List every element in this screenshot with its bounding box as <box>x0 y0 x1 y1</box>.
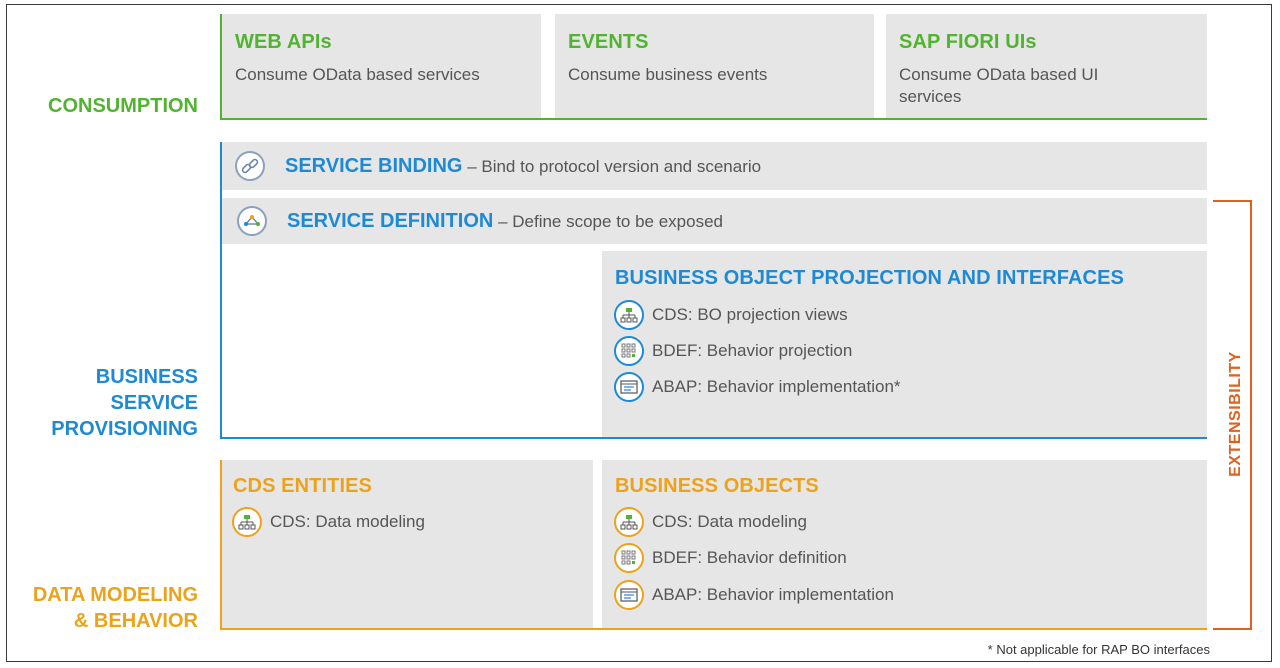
modeling-label-line1: DATA MODELING <box>32 584 198 606</box>
provisioning-label: BUSINESS SERVICE PROVISIONING <box>51 366 198 440</box>
sap-fiori-uis-box: SAP FIORI UIs Consume OData based UI ser… <box>886 14 1207 118</box>
cds-entities-title: CDS ENTITIES <box>233 475 372 497</box>
service-definition-title: SERVICE DEFINITION <box>287 209 494 232</box>
grid-icon <box>614 543 644 573</box>
bo-projection-item: ABAP: Behavior implementation* <box>614 372 901 402</box>
provisioning-bracket-vertical <box>220 142 222 439</box>
sap-fiori-uis-title: SAP FIORI UIs <box>899 31 1037 53</box>
business-objects-item-text: ABAP: Behavior implementation <box>652 585 894 604</box>
service-definition-desc: – Define scope to be exposed <box>498 211 723 231</box>
tree-icon <box>237 206 267 236</box>
modeling-label-line2: & BEHAVIOR <box>73 610 198 632</box>
business-objects-item: CDS: Data modeling <box>614 507 807 537</box>
bo-projection-item: CDS: BO projection views <box>614 300 848 330</box>
web-apis-box: WEB APIs Consume OData based services <box>222 14 541 118</box>
code-window-icon <box>614 580 644 610</box>
consumption-bracket-vertical <box>220 14 222 120</box>
extensibility-bracket-bottom <box>1213 628 1252 630</box>
business-objects-box: BUSINESS OBJECTS CDS: Data modeling BDEF… <box>602 460 1207 628</box>
service-definition-box: SERVICE DEFINITION – Define scope to be … <box>222 198 1207 244</box>
bo-projection-title: BUSINESS OBJECT PROJECTION AND INTERFACE… <box>615 267 1124 289</box>
service-binding-desc: – Bind to protocol version and scenario <box>467 156 762 176</box>
service-definition-row: SERVICE DEFINITION – Define scope to be … <box>237 206 723 236</box>
consumption-label: CONSUMPTION <box>48 95 198 117</box>
hierarchy-icon <box>614 507 644 537</box>
bo-projection-item-text: CDS: BO projection views <box>652 305 848 324</box>
service-binding-row: SERVICE BINDING – Bind to protocol versi… <box>235 151 761 181</box>
bo-projection-item-text: BDEF: Behavior projection <box>652 341 853 360</box>
events-desc: Consume business events <box>568 65 768 84</box>
modeling-bracket-horizontal <box>220 628 1207 630</box>
hierarchy-icon <box>614 300 644 330</box>
extensibility-label: EXTENSIBILITY <box>1218 200 1254 628</box>
bo-projection-box: BUSINESS OBJECT PROJECTION AND INTERFACE… <box>602 251 1207 437</box>
cds-entities-item-text: CDS: Data modeling <box>270 512 425 531</box>
service-binding-box: SERVICE BINDING – Bind to protocol versi… <box>222 142 1207 190</box>
business-objects-item-text: CDS: Data modeling <box>652 512 807 531</box>
service-binding-title: SERVICE BINDING <box>285 154 463 177</box>
business-objects-title: BUSINESS OBJECTS <box>615 475 819 497</box>
consumption-bracket-horizontal <box>220 118 1207 120</box>
code-window-icon <box>614 372 644 402</box>
sap-fiori-uis-desc: Consume OData based UI services <box>899 65 1099 106</box>
business-objects-item-text: BDEF: Behavior definition <box>652 548 847 567</box>
cds-entities-box: CDS ENTITIES CDS: Data modeling <box>222 460 593 628</box>
extensibility-bracket-vertical <box>1250 200 1252 630</box>
extensibility-label-text: EXTENSIBILITY <box>1227 351 1244 477</box>
provisioning-bracket-horizontal <box>220 437 1207 439</box>
business-objects-item: BDEF: Behavior definition <box>614 543 847 573</box>
diagram-frame <box>6 4 1272 662</box>
grid-icon <box>614 336 644 366</box>
events-title: EVENTS <box>568 31 649 53</box>
events-box: EVENTS Consume business events <box>555 14 874 118</box>
business-objects-item: ABAP: Behavior implementation <box>614 580 894 610</box>
link-icon <box>235 151 265 181</box>
bo-projection-item: BDEF: Behavior projection <box>614 336 852 366</box>
footnote: * Not applicable for RAP BO interfaces <box>987 642 1210 657</box>
bo-projection-item-text: ABAP: Behavior implementation* <box>652 377 901 396</box>
web-apis-desc: Consume OData based services <box>235 65 480 84</box>
hierarchy-icon <box>232 507 262 537</box>
web-apis-title: WEB APIs <box>235 31 332 53</box>
cds-entities-item: CDS: Data modeling <box>232 507 425 537</box>
modeling-bracket-vertical <box>220 460 222 630</box>
extensibility-bracket-top <box>1213 200 1252 202</box>
